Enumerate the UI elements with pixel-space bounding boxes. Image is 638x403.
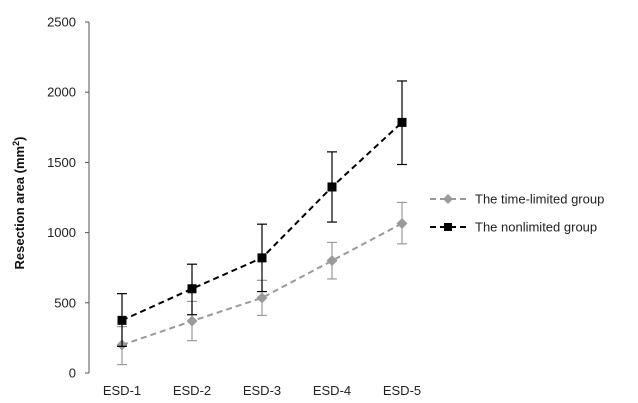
x-tick-label: ESD-3: [243, 383, 281, 398]
y-tick-label: 2000: [47, 85, 76, 100]
y-tick-label: 1000: [47, 225, 76, 240]
y-axis-label: Resection area (mm2): [11, 137, 27, 270]
series-layer: [116, 80, 408, 366]
data-point-marker: [396, 217, 408, 229]
x-axis: ESD-1 ESD-2 ESD-3 ESD-4 ESD-5: [103, 383, 421, 398]
data-point-marker: [327, 182, 337, 192]
data-point-marker: [187, 284, 197, 294]
x-tick-label: ESD-4: [313, 383, 351, 398]
data-point-marker: [186, 315, 198, 327]
data-point-marker: [326, 255, 338, 267]
y-tick-label: 2500: [47, 15, 76, 30]
y-axis-label-close: ): [12, 137, 27, 141]
x-tick-label: ESD-2: [173, 383, 211, 398]
data-point-marker: [256, 292, 268, 304]
data-point-marker: [443, 194, 453, 204]
y-axis: 0 500 1000 1500 2000 2500: [47, 15, 90, 381]
data-point-marker: [444, 223, 452, 231]
series-line: [121, 222, 403, 346]
legend-label: The time-limited group: [475, 192, 604, 207]
legend: The time-limited group The nonlimited gro…: [430, 192, 604, 235]
y-axis-label-sup: 2: [11, 141, 21, 146]
legend-item-2: The nonlimited group: [430, 220, 597, 235]
x-tick-label: ESD-1: [103, 383, 141, 398]
y-tick-label: 0: [69, 366, 76, 381]
x-tick-label: ESD-5: [383, 383, 421, 398]
legend-item-1: The time-limited group: [430, 192, 604, 207]
data-point-marker: [397, 117, 407, 127]
series-2: [117, 80, 407, 347]
legend-label: The nonlimited group: [475, 220, 597, 235]
data-point-marker: [117, 315, 127, 325]
y-tick-label: 500: [54, 295, 76, 310]
y-tick-label: 1500: [47, 155, 76, 170]
data-point-marker: [257, 253, 267, 263]
y-axis-label-main: Resection area (mm: [12, 146, 27, 270]
